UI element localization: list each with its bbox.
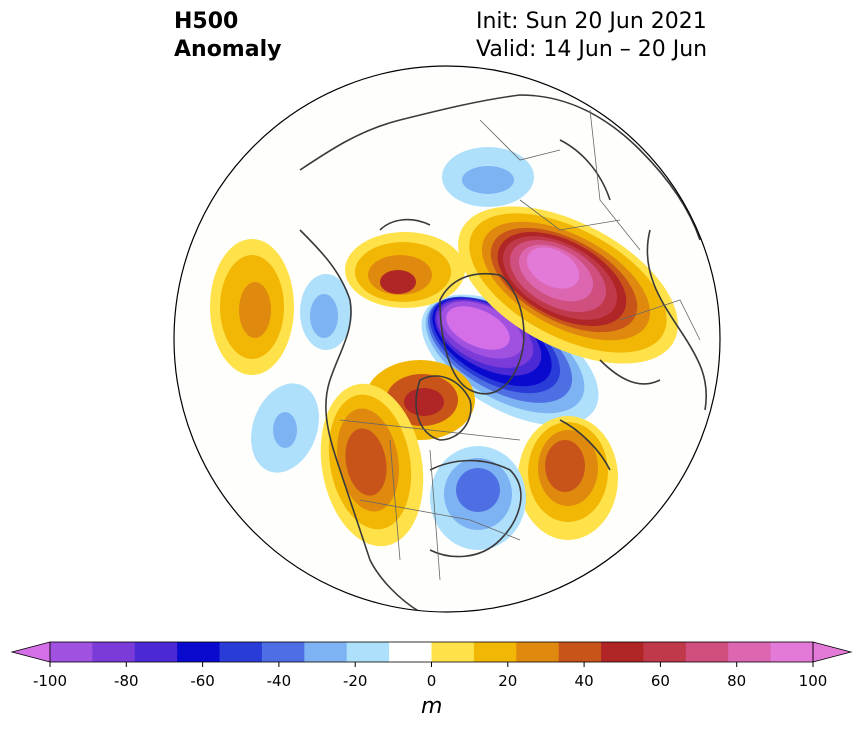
colorbar-segment	[558, 642, 602, 662]
colorbar-segment	[643, 642, 687, 662]
pacific-high-anomaly	[210, 239, 294, 375]
siberia-high-anomaly	[458, 206, 678, 364]
colorbar-tick-label: -100	[32, 672, 68, 690]
colorbar-segment	[50, 642, 93, 662]
colorbar-tick-label: -80	[114, 672, 139, 690]
colorbar-tick-label: 100	[798, 672, 828, 690]
colorbar-tick-label: -20	[342, 672, 368, 690]
map-title: H500 Anomaly	[174, 8, 281, 64]
map-boundary	[173, 65, 721, 613]
colorbar-segment	[728, 642, 772, 662]
colorbar-segment	[601, 642, 644, 662]
colorbar-tick-label: 40	[574, 672, 594, 690]
political-borders	[339, 109, 701, 581]
colorbar-segment	[431, 642, 475, 662]
field-subtitle: Anomaly	[174, 37, 282, 62]
polar-map	[173, 65, 721, 613]
colorbar-segment	[389, 642, 432, 662]
colorbar-extend-high	[812, 641, 853, 663]
colorbar-ticks	[49, 662, 814, 667]
colorbar-segment	[92, 642, 136, 662]
eastern-us-low-anomaly	[430, 446, 526, 550]
canada-ridge-anomaly	[345, 232, 475, 440]
init-label: Init: Sun 20 Jun 2021	[476, 9, 707, 34]
colorbar-extend-low	[10, 641, 51, 663]
colorbar-segment	[177, 642, 221, 662]
colorbar-tick-label: 80	[727, 672, 747, 690]
colorbar-tick-label: -40	[266, 672, 292, 690]
colorbar-tick-label: 60	[650, 672, 670, 690]
western-canada-high-anomaly	[320, 383, 424, 547]
colorbar-segment	[261, 642, 305, 662]
colorbar-segment	[219, 642, 263, 662]
arctic-low-anomaly	[421, 294, 599, 426]
colorbar-segment	[346, 642, 390, 662]
colorbar-segment	[770, 642, 814, 662]
north-pacific-low-anomaly	[251, 274, 352, 473]
date-info: Init: Sun 20 Jun 2021 Valid: 14 Jun – 20…	[476, 8, 707, 64]
atlantic-high-anomaly	[518, 416, 618, 540]
colorbar-segment	[685, 642, 729, 662]
colorbar-segment	[134, 642, 178, 662]
europe-low-anomaly	[442, 147, 534, 207]
colorbar-tick-label: 20	[498, 672, 518, 690]
coastlines	[299, 94, 708, 612]
valid-label: Valid: 14 Jun – 20 Jun	[476, 37, 708, 62]
colorbar-unit: m	[421, 694, 443, 719]
colorbar-segments	[10, 641, 853, 663]
field-label: H500	[174, 9, 239, 34]
colorbar-tick-label: 0	[426, 672, 437, 690]
colorbar-segment	[516, 642, 560, 662]
colorbar-tick-label: -60	[190, 672, 215, 690]
colorbar-segment	[473, 642, 517, 662]
colorbar-segment	[304, 642, 348, 662]
